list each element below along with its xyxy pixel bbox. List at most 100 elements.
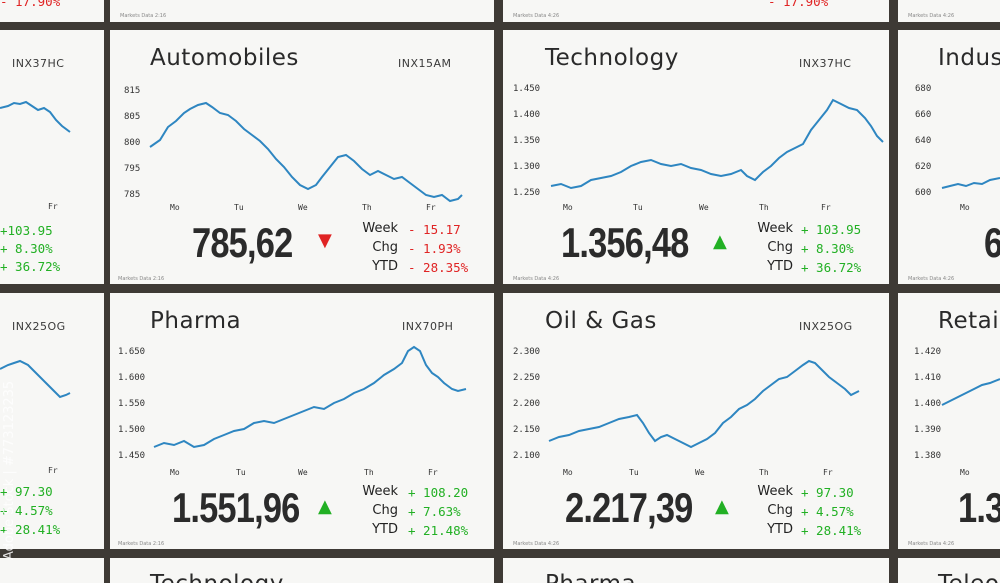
day-label: Tu [633, 203, 643, 212]
day-label: Tu [234, 203, 244, 212]
sector-title: Indus [938, 45, 1000, 71]
y-tick: 1.400 [513, 110, 541, 120]
price-line-chart [0, 359, 71, 399]
index-code: INX70PH [402, 320, 454, 333]
y-tick: 815 [124, 86, 141, 96]
price-line-chart [548, 359, 860, 449]
bottom-strip-far-card: Teleo [898, 558, 1000, 583]
down-arrow-icon: ▼ [318, 230, 332, 251]
day-label: Fr [821, 203, 831, 212]
markets-data-footer: Markets Data 4:26 [908, 13, 955, 19]
chg-label: Chg [372, 503, 398, 518]
week-value: +103.95 [0, 223, 53, 238]
week-value: + 108.20 [408, 485, 469, 500]
day-label: Mo [563, 203, 573, 212]
sector-title: Pharma [545, 571, 636, 583]
price-line-chart [550, 98, 884, 190]
y-tick: 805 [124, 112, 141, 122]
up-arrow-icon: ▲ [715, 496, 729, 517]
y-tick: 1.380 [914, 451, 942, 461]
sector-title: Retai [938, 308, 1000, 334]
week-value: + 97.30 [0, 484, 53, 499]
sector-title: Technology [150, 571, 284, 583]
sector-title: Technology [545, 45, 679, 71]
day-label: Fr [428, 468, 438, 477]
price-line-chart [941, 177, 1000, 189]
y-tick: 620 [915, 162, 932, 172]
automobiles-card: Automobiles INX15AM 815 805 800 795 785 … [110, 30, 494, 284]
ytd-label: YTD [767, 522, 793, 537]
y-tick: 1.420 [914, 347, 942, 357]
top-strip-far-card: Markets Data 4:26 [898, 0, 1000, 22]
ytd-value: + 28.41% [801, 523, 862, 538]
index-code: INX25OG [799, 320, 853, 333]
index-code: INX37HC [799, 57, 852, 70]
day-label: Mo [170, 203, 180, 212]
ytd-value: + 28.41% [0, 522, 61, 537]
day-label: We [298, 468, 308, 477]
price-line-chart [149, 101, 463, 203]
ytd-label: YTD [767, 259, 793, 274]
price-line-chart [0, 100, 71, 133]
markets-data-footer: Markets Data 4:26 [513, 276, 560, 282]
day-label: Th [759, 203, 769, 212]
sector-title: Pharma [150, 308, 242, 334]
y-tick: 680 [915, 84, 932, 94]
chg-value: + 4.57% [0, 503, 53, 518]
day-label: Tu [236, 468, 246, 477]
ytd-value: - 28.35% [408, 260, 469, 275]
sector-title: Automobiles [150, 45, 299, 71]
week-value: - 15.17 [408, 222, 461, 237]
markets-data-footer: Markets Data 2:16 [120, 13, 167, 19]
current-price: 1.3 [958, 484, 1000, 531]
y-tick: 1.600 [118, 373, 146, 383]
ytd-value: + 36.72% [801, 260, 862, 275]
chg-label: Chg [767, 240, 793, 255]
markets-data-footer: Markets Data 4:26 [908, 276, 955, 282]
y-tick: 600 [915, 188, 932, 198]
ytd-value: + 21.48% [408, 523, 469, 538]
y-tick: 1.650 [118, 347, 146, 357]
chg-label: Chg [767, 503, 793, 518]
day-label: Mo [170, 468, 180, 477]
day-label: Tu [629, 468, 639, 477]
day-label: Mo [960, 468, 970, 477]
bottom-strip-right-card: Pharma [503, 558, 889, 583]
day-label: Fr [823, 468, 833, 477]
day-label: Th [759, 468, 769, 477]
sector-title: Teleo [938, 571, 999, 583]
top-strip-mid-card: Markets Data 2:16 [110, 0, 494, 22]
day-label: Fr [426, 203, 436, 212]
y-tick: 1.500 [118, 425, 146, 435]
retail-partial-card: Retai 1.420 1.410 1.400 1.390 1.380 Mo 1… [898, 293, 1000, 549]
y-tick: 1.450 [513, 84, 541, 94]
top-strip-left-card: - 17.90% [0, 0, 104, 22]
ytd-value: - 17.90% [0, 0, 61, 9]
day-label: We [298, 203, 308, 212]
markets-data-footer: Markets Data 4:26 [908, 541, 955, 547]
markets-data-footer: Markets Data 2:16 [118, 541, 165, 547]
oil-gas-card: Oil & Gas INX25OG 2.300 2.250 2.200 2.15… [503, 293, 889, 549]
chg-value: - 1.93% [408, 241, 461, 256]
y-tick: 640 [915, 136, 932, 146]
sector-title: Oil & Gas [545, 308, 657, 334]
day-label: We [695, 468, 705, 477]
day-label: Th [364, 468, 374, 477]
week-label: Week [362, 484, 398, 499]
y-tick: 2.150 [513, 425, 541, 435]
ytd-label: YTD [372, 259, 398, 274]
day-label: Fr [48, 466, 58, 475]
left-partial-card-bottom: INX25OG Fr + 97.30 + 4.57% + 28.41% [0, 293, 104, 549]
current-price: 785,62 [192, 219, 293, 266]
index-code: INX25OG [12, 320, 66, 333]
y-tick: 660 [915, 110, 932, 120]
y-tick: 1.410 [914, 373, 942, 383]
day-label: Th [362, 203, 372, 212]
chg-value: + 4.57% [801, 504, 854, 519]
price-line-chart [153, 345, 467, 449]
y-tick: 2.250 [513, 373, 541, 383]
stock-watermark: Adobe Stock | #773123235 [2, 380, 17, 560]
markets-data-footer: Markets Data 4:26 [513, 541, 560, 547]
current-price: 1.356,48 [561, 219, 689, 266]
week-value: + 97.30 [801, 485, 854, 500]
